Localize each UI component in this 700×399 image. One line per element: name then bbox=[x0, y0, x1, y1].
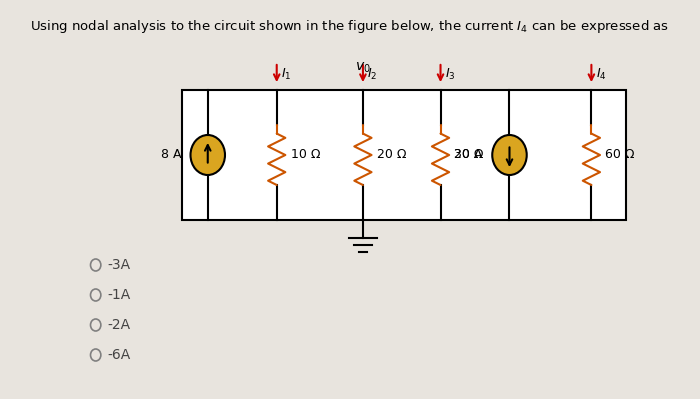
Text: -2A: -2A bbox=[108, 318, 131, 332]
Text: 20 A: 20 A bbox=[454, 148, 482, 162]
Text: 60 Ω: 60 Ω bbox=[606, 148, 635, 162]
Text: 10 Ω: 10 Ω bbox=[290, 148, 320, 162]
Text: -3A: -3A bbox=[108, 258, 131, 272]
Text: $I_4$: $I_4$ bbox=[596, 67, 606, 82]
Text: $v_0$: $v_0$ bbox=[355, 61, 371, 75]
Circle shape bbox=[492, 135, 526, 175]
Bar bbox=[182, 90, 626, 220]
Text: Using nodal analysis to the circuit shown in the figure below, the current $I_4$: Using nodal analysis to the circuit show… bbox=[31, 18, 669, 35]
Text: 20 Ω: 20 Ω bbox=[377, 148, 406, 162]
Circle shape bbox=[190, 135, 225, 175]
Text: $I_1$: $I_1$ bbox=[281, 67, 291, 82]
Text: $I_2$: $I_2$ bbox=[368, 67, 377, 82]
Text: 30 Ω: 30 Ω bbox=[454, 148, 484, 162]
Text: $I_3$: $I_3$ bbox=[444, 67, 456, 82]
Text: -6A: -6A bbox=[108, 348, 131, 362]
Text: 8 A: 8 A bbox=[162, 148, 182, 162]
Text: -1A: -1A bbox=[108, 288, 131, 302]
